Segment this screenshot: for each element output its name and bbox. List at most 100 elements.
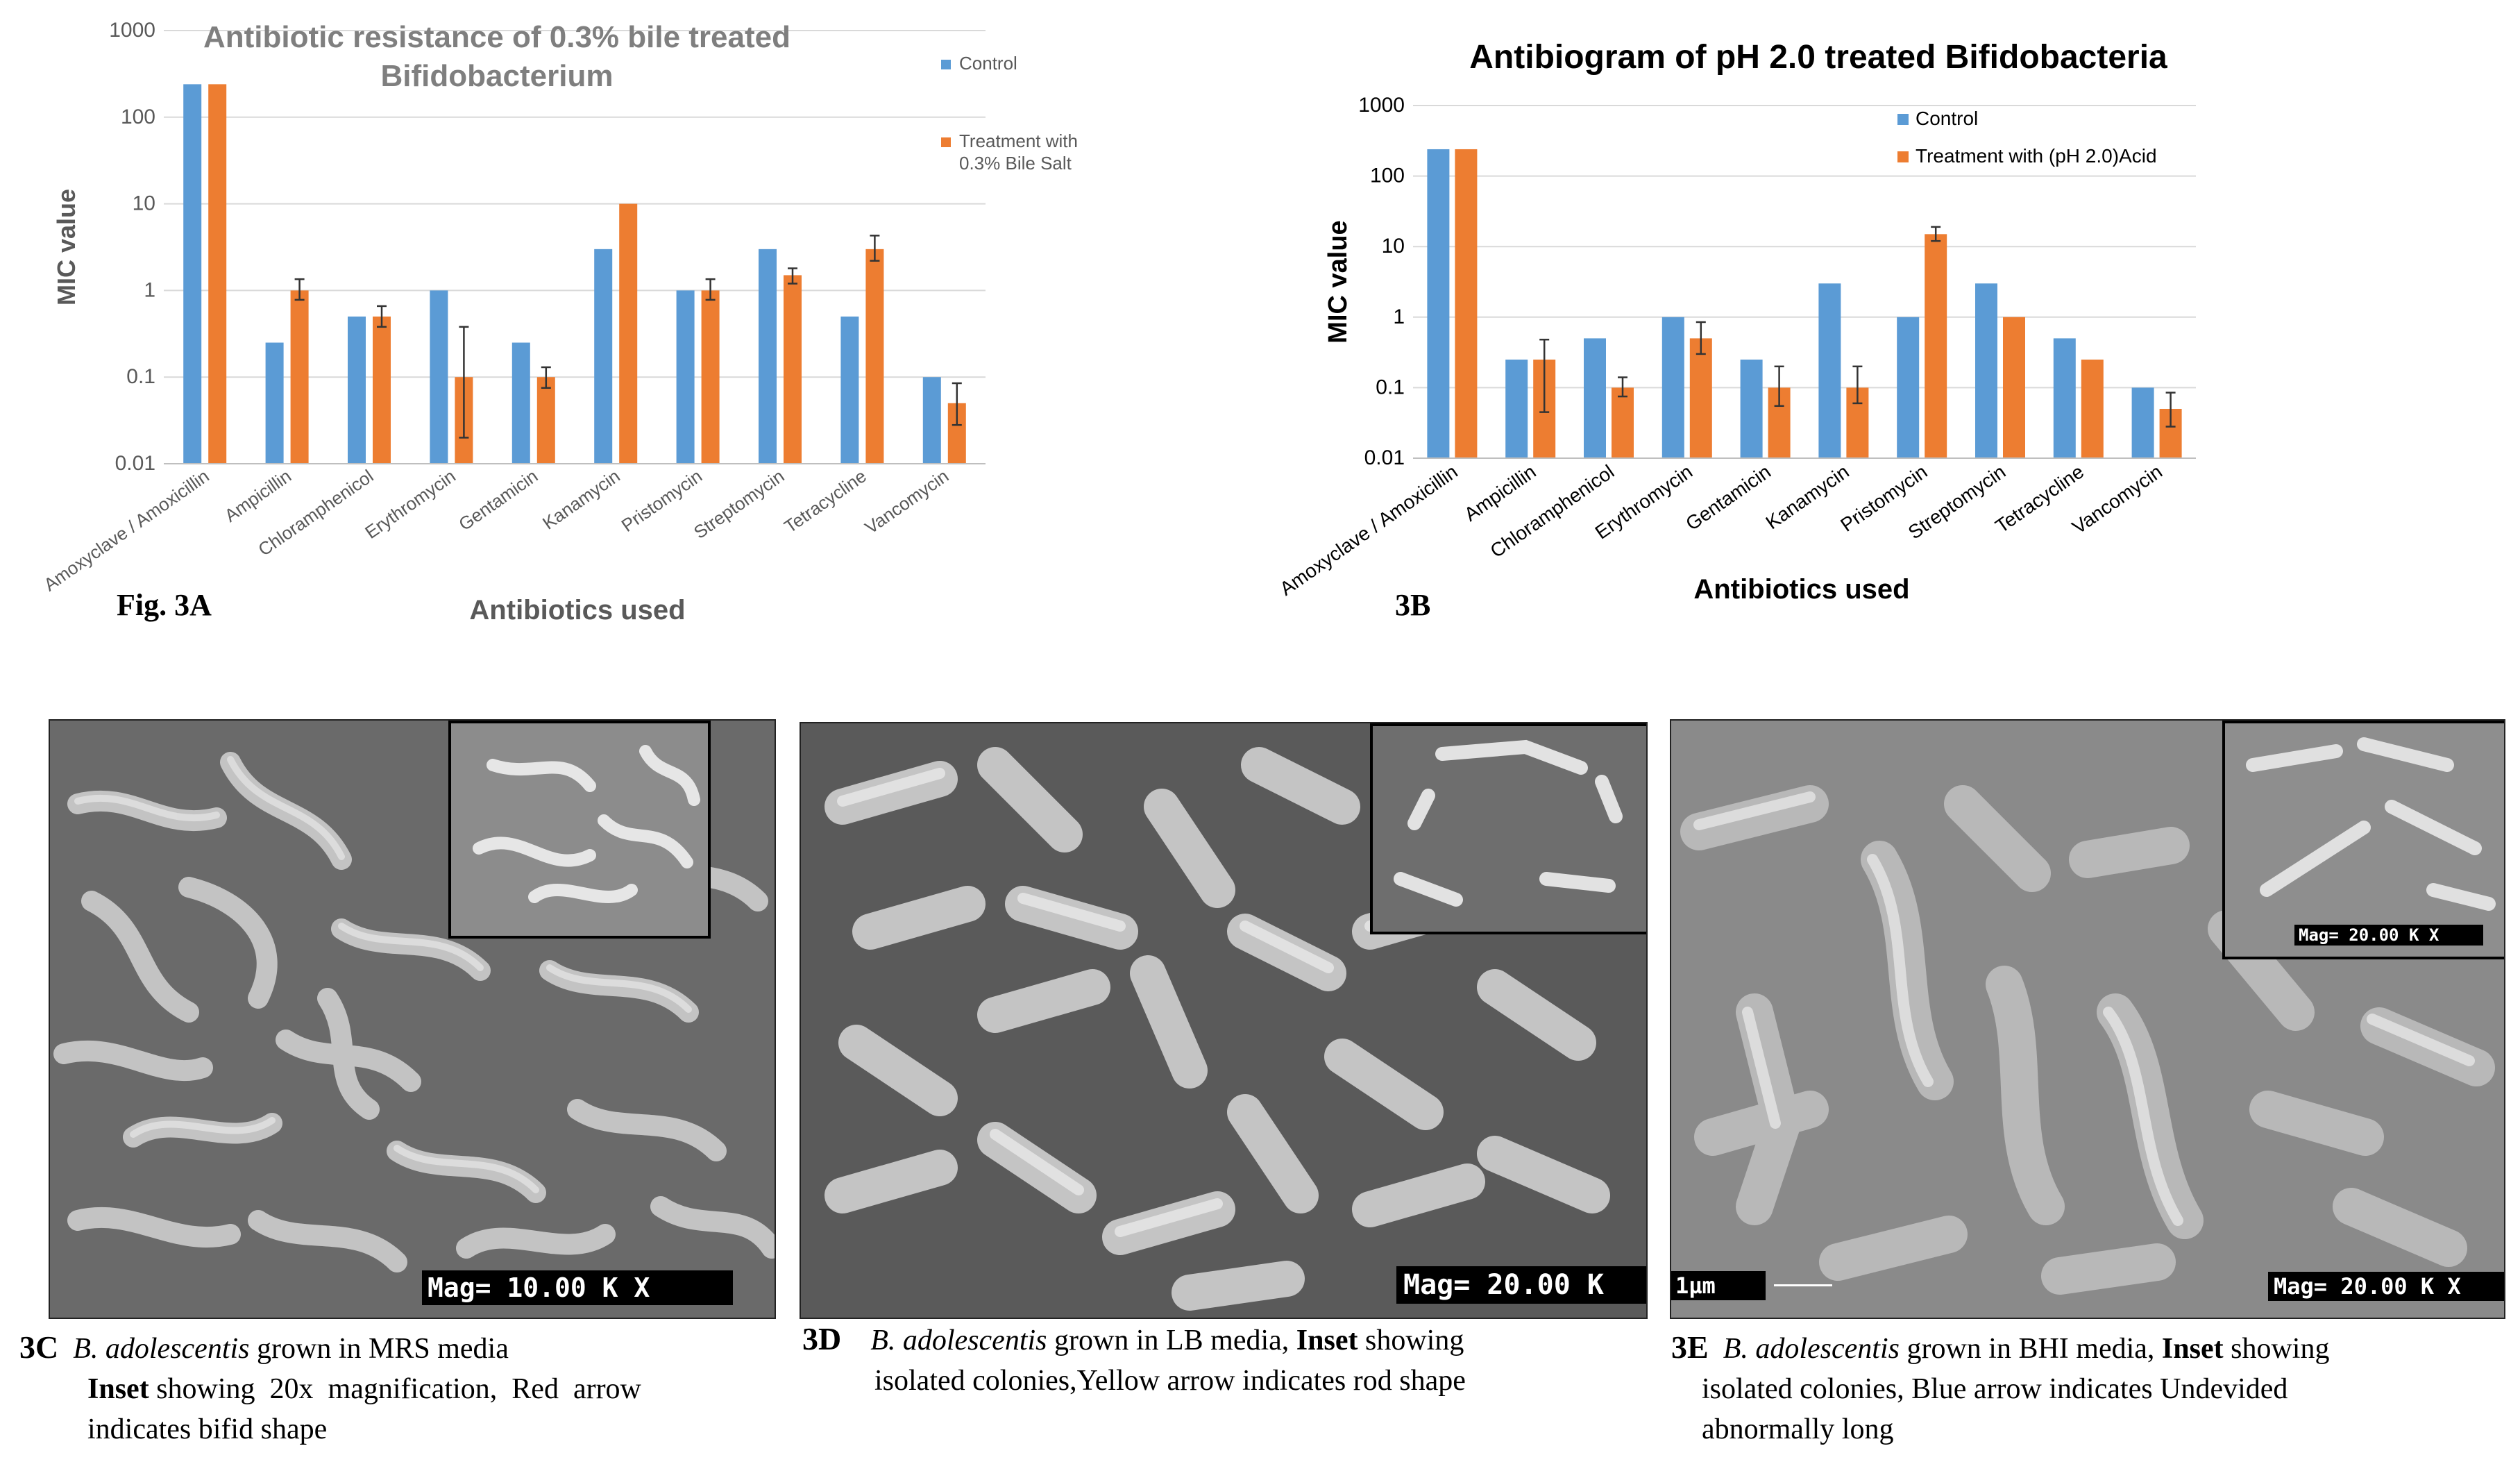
chart-3a-ytick-label: 100 <box>121 106 155 128</box>
caption-3c-species: B. adolescentis <box>73 1333 250 1365</box>
chart-3a-category-label: Gentamicin <box>455 465 541 535</box>
mag-label-3d: Mag= 20.00 K <box>1396 1266 1646 1304</box>
inset-mag-label-3e: Mag= 20.00 K X <box>2294 925 2483 946</box>
caption-3d-inset-word: Inset <box>1296 1325 1358 1356</box>
chart-3b-legend-swatch-control <box>1897 114 1909 125</box>
chart-3a-bar-control-gentamicin <box>511 342 530 464</box>
chart-3a-category-label: Amoxyclave / Amoxicillin <box>40 465 212 595</box>
chart-3a-x-axis-title: Antibiotics used <box>469 595 685 625</box>
chart-3a-category-label: Kanamycin <box>539 465 624 533</box>
chart-3a-legend-label-treatment-2: 0.3% Bile Salt <box>959 153 1072 174</box>
chart-3a-bar-control-kanamycin <box>594 249 613 464</box>
chart-3a-bar-control-chloramphenicol <box>348 316 366 464</box>
chart-3a-bar-treatment-gentamicin <box>536 377 555 464</box>
chart-3b-bar-control-vancomycin <box>2131 387 2154 458</box>
chart-3a-bar-treatment-tetracycline <box>865 249 884 464</box>
inset-texture-3e <box>2225 723 2504 957</box>
caption-3e: 3E B. adolescentis grown in BHI media, I… <box>1671 1327 2511 1450</box>
chart-3b-bar-control-gentamicin <box>1740 359 1763 458</box>
chart-3b-bar-treatment-pristomycin <box>1925 234 1947 458</box>
chart-3a-svg: 0.01 0.1 1 10 100 1000 Amoxyclave / Amoxicilli… <box>40 19 1078 625</box>
chart-3b-bar-treatment-amoxyclave-amoxicillin <box>1455 149 1478 459</box>
caption-3e-species: B. adolescentis <box>1723 1333 1900 1365</box>
caption-3d-line1: grown in LB media, <box>1047 1325 1296 1356</box>
caption-3e-label: 3E <box>1671 1329 1709 1365</box>
chart-3a-title-line2: Bifidobacterium <box>381 59 614 93</box>
chart-3a-legend-swatch-control <box>941 60 951 69</box>
chart-3a-legend-label-control: Control <box>959 53 1017 74</box>
chart-3a-ytick-label: 0.1 <box>126 365 155 388</box>
chart-3a: 0.01 0.1 1 10 100 1000 Amoxyclave / Amoxicilli… <box>0 0 1235 666</box>
inset-texture-3d <box>1373 726 1646 932</box>
sem-image-3c: Mag= 10.00 K X <box>49 719 776 1319</box>
chart-3b-bar-control-streptomycin <box>1975 283 1997 458</box>
chart-3b-bar-control-ampicillin <box>1505 359 1528 458</box>
scale-bar-3e <box>1774 1284 1832 1286</box>
chart-3a-ytick-label: 10 <box>133 192 155 215</box>
caption-3c: 3C B. adolescentis grown in MRS media In… <box>19 1327 769 1450</box>
chart-3a-category-label: Streptomycin <box>690 465 788 543</box>
inset-3c <box>448 721 711 939</box>
chart-3a-bar-treatment-ampicillin <box>290 290 309 464</box>
chart-3b-ytick-label: 1000 <box>1358 94 1405 117</box>
chart-3b-y-axis-title: MIC value <box>1324 220 1353 343</box>
chart-3a-bar-control-tetracycline <box>840 316 859 464</box>
chart-3a-category-label: Ampicillin <box>221 465 295 526</box>
chart-3a-category-label: Erythromycin <box>361 465 459 543</box>
chart-3a-ytick-label: 1 <box>144 278 155 301</box>
inset-3d <box>1370 723 1646 934</box>
chart-3b-bar-control-pristomycin <box>1897 317 1920 458</box>
chart-3b-category-label: Gentamicin <box>1682 461 1775 535</box>
mag-label-3c: Mag= 10.00 K X <box>422 1270 733 1305</box>
chart-3a-bar-treatment-chloramphenicol <box>373 316 391 464</box>
chart-3a-category-label: Tetracycline <box>780 465 870 537</box>
caption-3e-line1: grown in BHI media, <box>1899 1333 2162 1365</box>
chart-3a-title-line1: Antibiotic resistance of 0.3% bile treat… <box>203 20 790 54</box>
chart-3b-ytick-label: 1 <box>1393 305 1405 328</box>
chart-3a-bar-control-ampicillin <box>265 342 284 464</box>
chart-3a-ytick-label: 0.01 <box>115 452 155 475</box>
caption-3e-inset-word: Inset <box>2161 1333 2224 1365</box>
sem-image-3e: Mag= 20.00 K X 1µm Mag= 20.00 K X <box>1670 719 2505 1319</box>
chart-3b-bar-control-chloramphenicol <box>1584 338 1606 458</box>
caption-3d-line2: isolated colonies,Yellow arrow indicates… <box>874 1365 1466 1397</box>
chart-3b-bar-control-kanamycin <box>1818 283 1841 458</box>
chart-3a-bar-control-pristomycin <box>676 290 695 464</box>
chart-3b-bar-control-tetracycline <box>2053 338 2076 458</box>
chart-3a-ytick-label: 1000 <box>109 19 155 42</box>
chart-3b-bar-treatment-erythromycin <box>1689 338 1712 458</box>
chart-3b-bar-control-erythromycin <box>1661 317 1684 458</box>
chart-3a-bar-treatment-amoxyclave-amoxicillin <box>208 84 227 464</box>
chart-3b-ytick-label: 10 <box>1382 235 1405 258</box>
chart-3b-ytick-label: 0.01 <box>1364 446 1405 469</box>
chart-3b-legend-swatch-treatment <box>1897 151 1909 162</box>
chart-3b-bar-treatment-streptomycin <box>2003 317 2025 458</box>
inset-texture-3c <box>451 723 708 936</box>
caption-3d-species: B. adolescentis <box>870 1325 1047 1356</box>
caption-3d-line1-tail: showing <box>1358 1325 1464 1356</box>
chart-3b-ytick-label: 0.1 <box>1376 376 1405 398</box>
chart-3a-y-axis-title: MIC value <box>52 189 81 305</box>
caption-3c-line3: indicates bifid shape <box>87 1413 328 1445</box>
fig-3b-label: 3B <box>1395 588 1431 622</box>
caption-3c-line1: grown in MRS media <box>249 1333 509 1365</box>
caption-3c-line2: showing 20x magnification, Red arrow <box>149 1373 641 1405</box>
chart-3a-bar-control-erythromycin <box>430 290 448 464</box>
chart-3b-bar-control-amoxyclave-amoxicillin <box>1427 149 1450 459</box>
caption-3e-line1-tail: showing <box>2223 1333 2330 1365</box>
chart-3b-bar-treatment-chloramphenicol <box>1612 387 1634 458</box>
sem-image-3d: Mag= 20.00 K <box>800 722 1648 1319</box>
caption-3c-label: 3C <box>19 1329 59 1365</box>
chart-3b-ytick-label: 100 <box>1370 165 1405 187</box>
mag-label-3e: Mag= 20.00 K X <box>2268 1272 2504 1301</box>
caption-3c-inset-word: Inset <box>87 1373 149 1405</box>
chart-3a-bar-treatment-pristomycin <box>701 290 720 464</box>
chart-3b: 0.01 0.1 1 10 100 1000 Amoxyclave / Amoxicilli… <box>1249 0 2520 666</box>
inset-3e: Mag= 20.00 K X <box>2222 721 2504 959</box>
chart-3b-legend-label-treatment: Treatment with (pH 2.0)Acid <box>1916 145 2157 167</box>
chart-3a-legend-swatch-treatment <box>941 137 951 147</box>
chart-3b-svg: 0.01 0.1 1 10 100 1000 Amoxyclave / Amoxicilli… <box>1276 39 2196 605</box>
caption-3d: 3D B. adolescentis grown in LB media, In… <box>802 1319 1663 1401</box>
sem-texture-3c <box>50 721 775 1318</box>
caption-3e-line3: abnormally long <box>1702 1413 1894 1445</box>
